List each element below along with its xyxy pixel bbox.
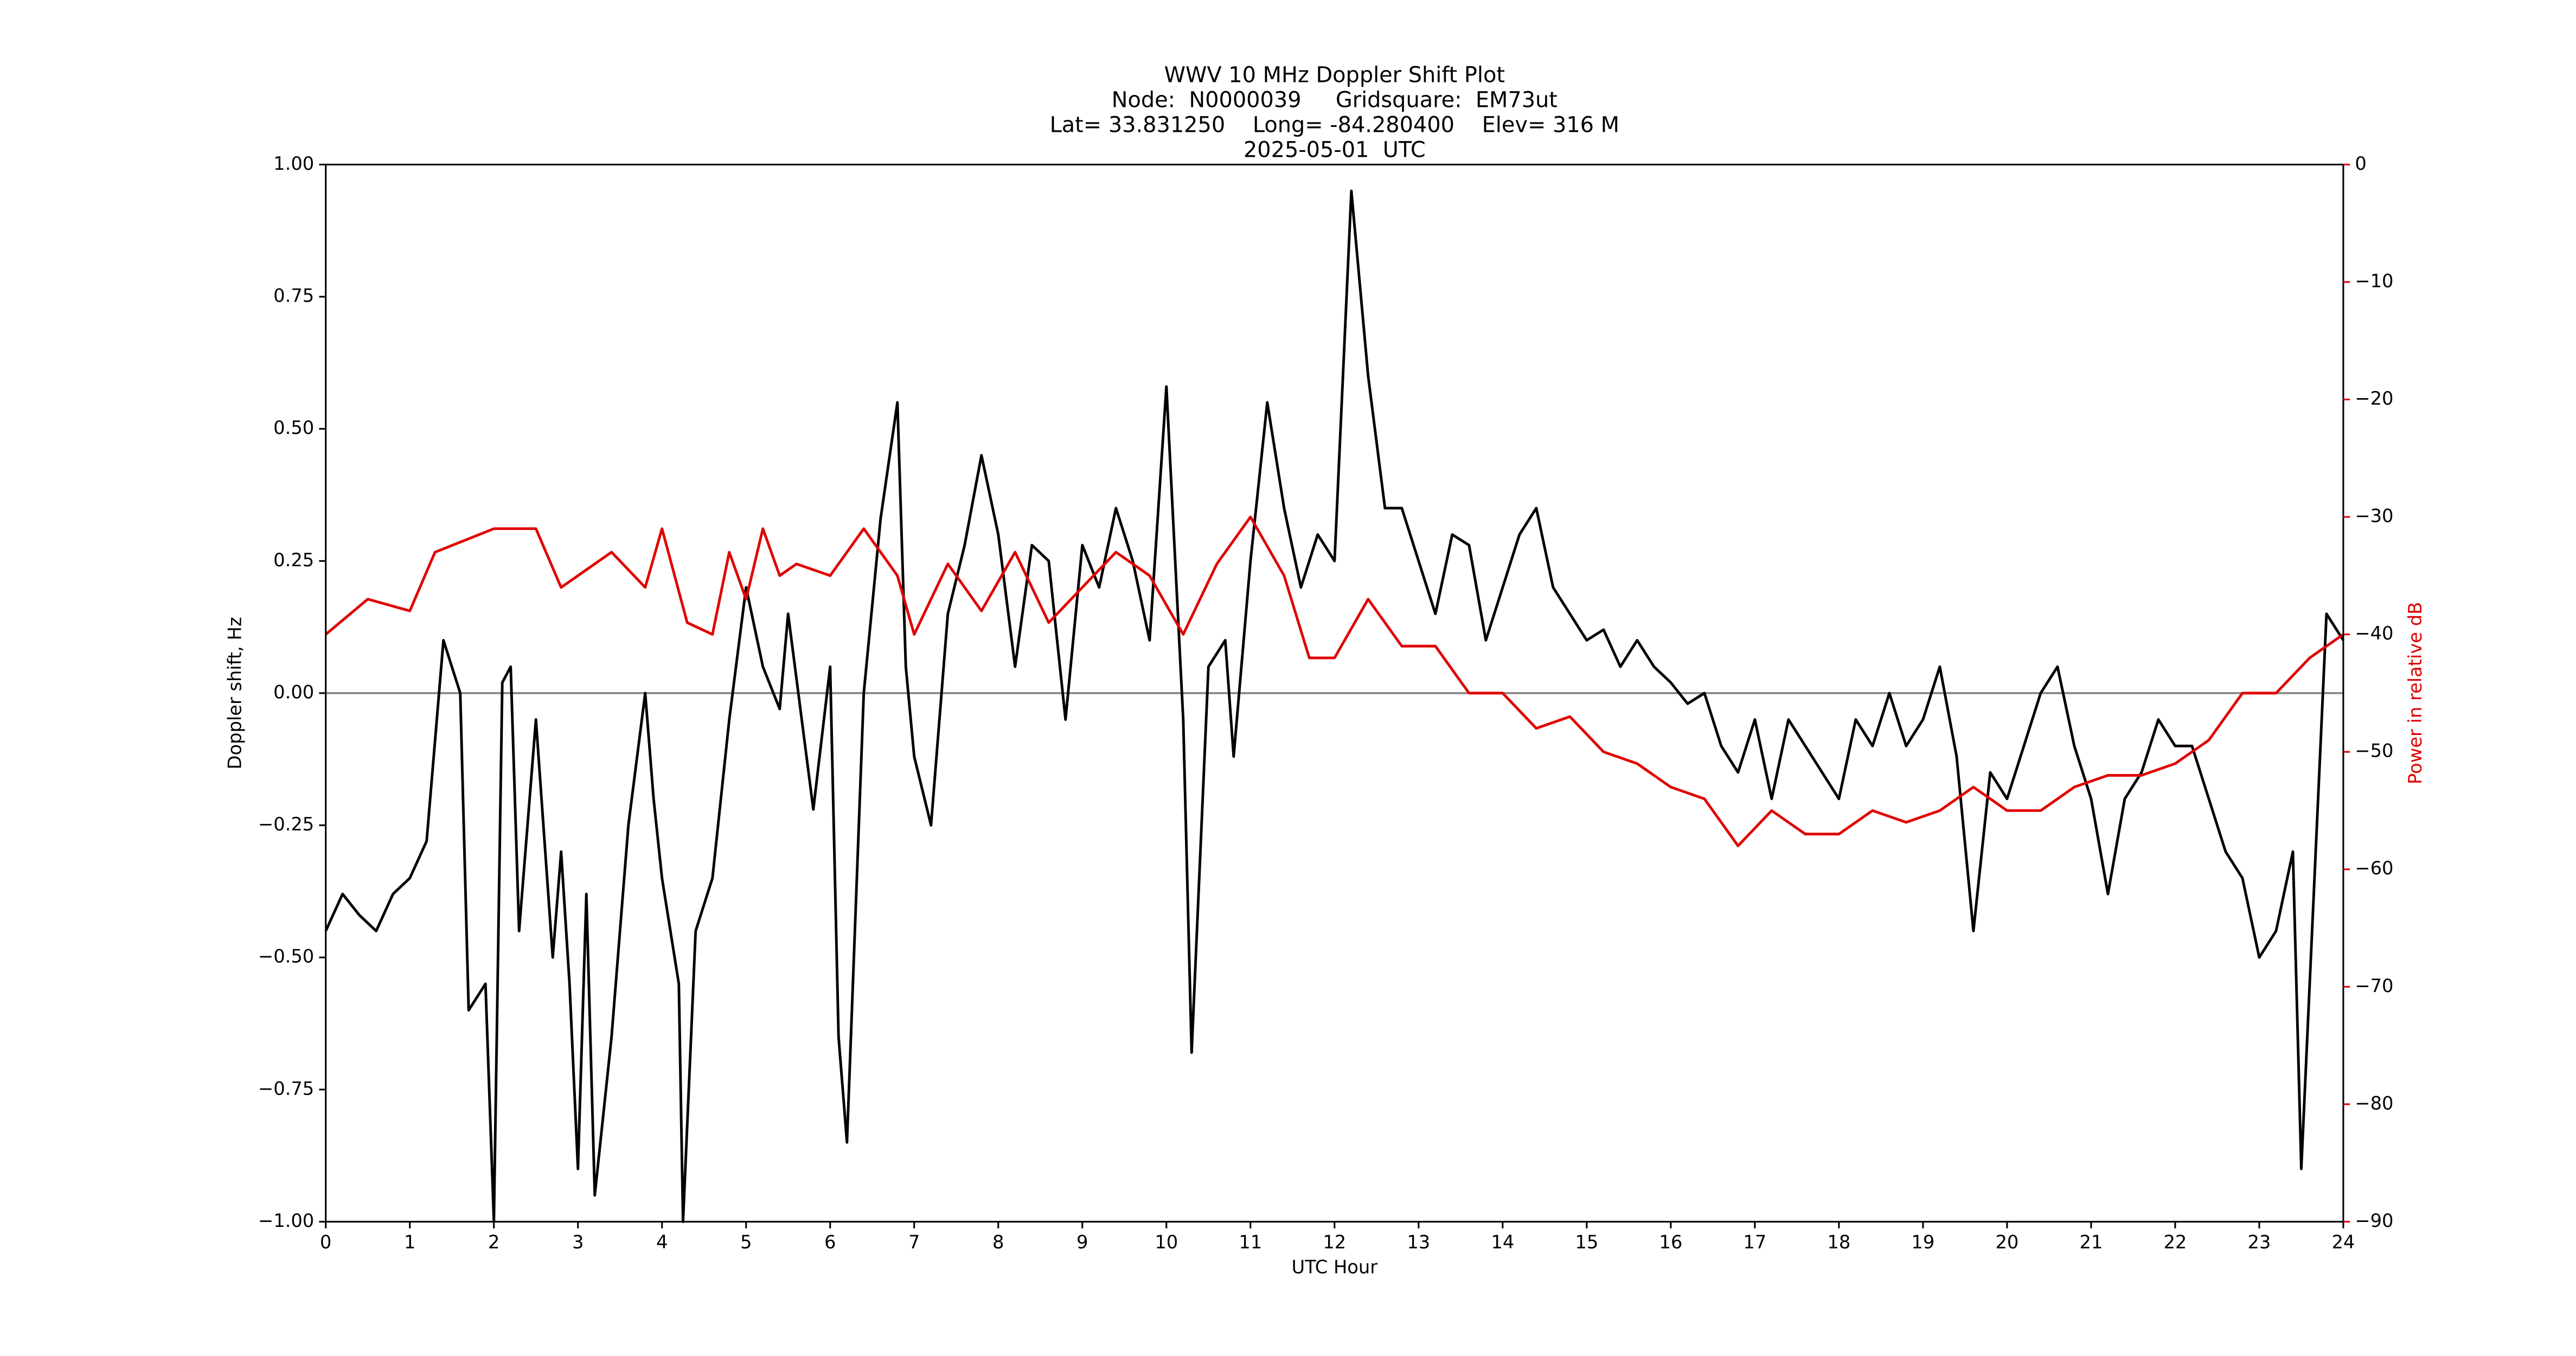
y-axis-label: Doppler shift, Hz	[224, 617, 245, 769]
x-tick-label: 2	[488, 1232, 499, 1253]
x-axis-label: UTC Hour	[1291, 1256, 1377, 1277]
chart-title: WWV 10 MHz Doppler Shift Plot	[1164, 62, 1505, 87]
x-tick-label: 15	[1575, 1232, 1598, 1253]
x-tick-label: 19	[1911, 1232, 1934, 1253]
x-tick-label: 8	[992, 1232, 1004, 1253]
y2-tick-label: −80	[2355, 1092, 2393, 1114]
chart-title: Node: N0000039 Gridsquare: EM73ut	[1112, 87, 1558, 112]
y2-tick-label: −40	[2355, 623, 2393, 644]
x-tick-label: 20	[1995, 1232, 2018, 1253]
x-tick-label: 6	[824, 1232, 836, 1253]
y-tick-label: 1.00	[273, 153, 314, 174]
y2-tick-label: −20	[2355, 388, 2393, 409]
x-tick-label: 0	[320, 1232, 331, 1253]
y2-tick-label: −70	[2355, 975, 2393, 996]
x-tick-label: 14	[1491, 1232, 1514, 1253]
x-tick-label: 5	[740, 1232, 752, 1253]
chart-title: Lat= 33.831250 Long= -84.280400 Elev= 31…	[1050, 112, 1619, 137]
x-tick-label: 23	[2247, 1232, 2271, 1253]
x-tick-label: 11	[1239, 1232, 1262, 1253]
y2-tick-label: −30	[2355, 506, 2393, 527]
y2-tick-label: −50	[2355, 740, 2393, 762]
y-tick-label: 0.25	[273, 549, 314, 571]
y-tick-label: −0.75	[258, 1078, 314, 1099]
x-tick-label: 4	[656, 1232, 668, 1253]
x-tick-label: 16	[1659, 1232, 1682, 1253]
y-tick-label: 0.00	[273, 681, 314, 702]
x-tick-label: 24	[2332, 1232, 2355, 1253]
x-tick-label: 1	[404, 1232, 415, 1253]
x-tick-label: 12	[1323, 1232, 1346, 1253]
y2-tick-label: −10	[2355, 270, 2393, 291]
y-tick-label: −1.00	[258, 1210, 314, 1231]
data-line	[324, 189, 2345, 1223]
y-tick-label: −0.50	[258, 946, 314, 967]
y-tick-label: −0.25	[258, 814, 314, 835]
x-tick-label: 17	[1743, 1232, 1766, 1253]
y2-tick-label: −90	[2355, 1210, 2393, 1231]
x-tick-label: 21	[2079, 1232, 2103, 1253]
data-line	[325, 515, 2344, 847]
x-tick-label: 9	[1076, 1232, 1088, 1253]
x-tick-label: 7	[908, 1232, 920, 1253]
x-tick-label: 10	[1155, 1232, 1178, 1253]
x-tick-label: 3	[572, 1232, 584, 1253]
y2-tick-label: 0	[2355, 153, 2366, 174]
x-tick-label: 18	[1827, 1232, 1850, 1253]
x-tick-label: 13	[1407, 1232, 1430, 1253]
y2-axis-label: Power in relative dB	[2405, 602, 2426, 784]
chart-title: 2025-05-01 UTC	[1244, 137, 1426, 162]
y-tick-label: 0.50	[273, 417, 314, 438]
y-tick-label: 0.75	[273, 285, 314, 306]
y2-tick-label: −60	[2355, 858, 2393, 879]
x-tick-label: 22	[2163, 1232, 2187, 1253]
